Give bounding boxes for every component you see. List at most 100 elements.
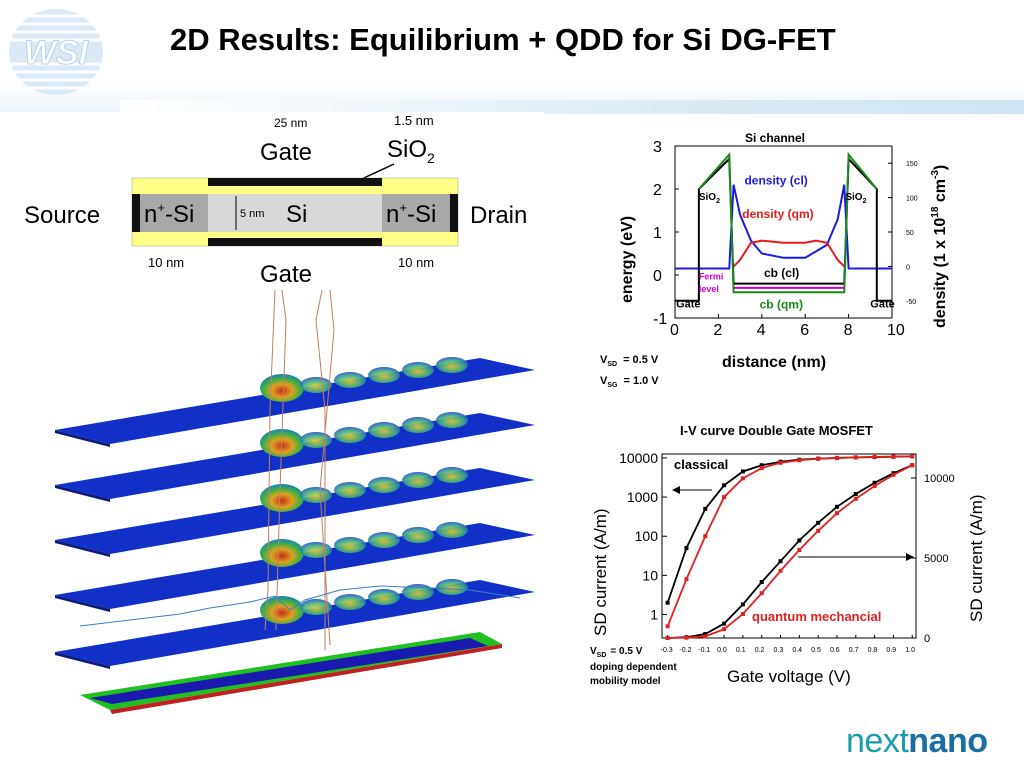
density-bump: [334, 427, 366, 443]
iv-point: [722, 495, 727, 500]
density-bump: [368, 367, 400, 383]
nextnano-logo: nextnano: [846, 722, 988, 761]
iv-xtick-label: 0.8: [868, 647, 878, 654]
density-peak: [260, 539, 304, 567]
label-density-cl: density (cl): [744, 174, 807, 188]
iv-y2label: SD current (A/m): [967, 494, 986, 622]
iv-point: [891, 454, 896, 459]
band-chart-title: Si channel: [745, 131, 805, 145]
iv-xtick-label: 0.3: [774, 647, 784, 654]
density-bump: [334, 594, 366, 610]
iv-point: [703, 632, 708, 636]
slice-edge: [55, 430, 110, 447]
iv-point: [684, 577, 689, 582]
slice-plane: [55, 358, 535, 444]
wire-right: [315, 290, 326, 650]
band-ytick-label: -1: [653, 311, 667, 328]
iv-point: [778, 460, 783, 465]
slice-edge: [55, 540, 110, 557]
logo-part2: nano: [908, 722, 988, 760]
band-series-line: [732, 239, 845, 268]
iv-point: [872, 480, 877, 485]
band-y2tick-label: 150: [906, 161, 918, 168]
density-bump: [402, 527, 434, 543]
wsi-logo: WSI: [9, 9, 103, 95]
density-bump: [300, 487, 332, 503]
iv-point: [872, 454, 877, 459]
iv-point: [759, 580, 764, 584]
iv-point: [740, 476, 745, 481]
iv-y2tick-label: 5000: [924, 553, 948, 565]
iv-point: [722, 621, 727, 626]
iv-xtick-label: 0.4: [792, 647, 802, 654]
iv-xtick-label: -0.3: [661, 647, 673, 654]
iv-ytick-label: 10000: [619, 450, 658, 466]
iv-point: [684, 635, 689, 640]
iv-point: [853, 455, 858, 460]
iv-point: [722, 627, 727, 632]
iv-point: [740, 469, 745, 474]
drain-contact: [450, 194, 458, 232]
wire-left-2: [275, 290, 287, 631]
iv-point: [722, 483, 727, 488]
iv-xtick-label: 0.2: [755, 647, 765, 654]
iv-point: [910, 463, 915, 468]
source-doped-region: [140, 194, 208, 232]
density-bump: [402, 417, 434, 433]
iv-point: [684, 545, 689, 550]
gate-bottom-metal: [208, 238, 382, 246]
oxide-label: SiO2: [387, 136, 435, 166]
gate-top-label: Gate: [260, 139, 312, 166]
iv-point: [759, 591, 764, 596]
channel-label: Si: [286, 201, 307, 228]
iv-point: [834, 455, 839, 460]
iv-note-line3: mobility model: [590, 676, 661, 687]
iv-point: [853, 496, 858, 501]
channel-dim: 5 nm: [240, 208, 264, 220]
drain-label: Drain: [470, 202, 527, 229]
band-ytick-label: 2: [653, 182, 662, 199]
iv-point: [834, 511, 839, 516]
iv-point: [872, 484, 877, 488]
density-bump: [368, 477, 400, 493]
label-gate-right: Gate: [870, 298, 894, 310]
label-cb-cl: cb (cl): [764, 266, 799, 280]
label-fermi: Fermi: [699, 271, 724, 281]
mesh-slab-blue: [90, 638, 488, 704]
band-ytick-label: 3: [653, 139, 662, 156]
iv-point: [778, 559, 783, 564]
iv-note-line2: doping dependent: [590, 662, 677, 673]
iv-point: [703, 534, 708, 539]
iv-chart-title: I-V curve Double Gate MOSFET: [680, 423, 873, 438]
band-y2tick-label: 0: [906, 264, 910, 271]
dim-left: 10 nm: [148, 255, 184, 270]
iv-note-vsd: VSD = 0.5 V: [590, 646, 643, 659]
mesh-slab-red: [110, 644, 502, 714]
iv-arrowhead-left: [672, 486, 680, 494]
header-band: [0, 0, 1024, 112]
iv-point: [665, 624, 670, 629]
logo-part1: next: [846, 722, 909, 760]
band-xtick-label: 8: [844, 322, 853, 339]
iv-y2tick-label: 10000: [924, 473, 955, 485]
iv-series-line: [667, 464, 913, 639]
drain-doped-region: [382, 194, 450, 232]
density-bump: [436, 357, 468, 373]
iv-y2tick-label: 0: [924, 633, 930, 645]
label-density-qm: density (qm): [742, 207, 813, 221]
band-ytick-label: 0: [653, 268, 662, 285]
iv-ytick-label: 1000: [627, 489, 658, 505]
iv-ytick-label: 100: [635, 528, 659, 544]
density-bump: [334, 537, 366, 553]
dim-gate-top: 25 nm: [274, 116, 307, 130]
gate-bottom-label: Gate: [260, 261, 312, 288]
iv-xtick-label: -0.1: [698, 647, 710, 654]
label-gate-left: Gate: [676, 298, 700, 310]
iv-xtick-label: 0.0: [717, 647, 727, 654]
iv-ytick-label: 10: [642, 567, 658, 583]
density-bump: [436, 522, 468, 538]
iv-xtick-label: 0.6: [830, 647, 840, 654]
band-y2tick-label: 50: [906, 230, 914, 237]
wire-left: [264, 290, 276, 631]
bias-sg: VSG = 1.0 V: [600, 375, 659, 389]
